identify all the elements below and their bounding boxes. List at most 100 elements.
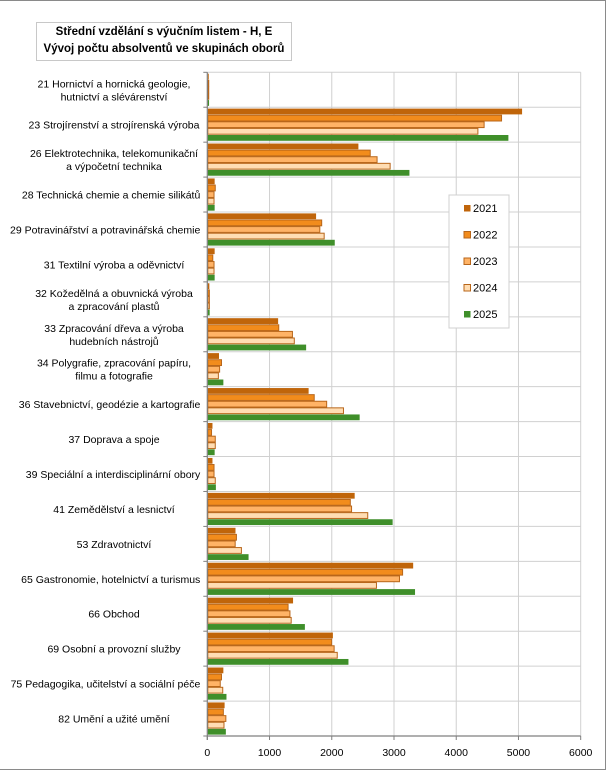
bar-2022: 2022: 460 — [207, 533, 237, 541]
category-label: 37 Doprava a spoje — [68, 434, 159, 446]
category-label: 29 Potravinářství a potravinářská chemie — [10, 224, 200, 236]
bar-2023: 2023: 440 — [207, 540, 236, 548]
bar-2023: 2023: 1320 — [207, 610, 291, 618]
bar-2023: 2023: 1360 — [207, 330, 293, 338]
category-label: 69 Osobní a provozní služby — [47, 644, 181, 656]
legend-label-2022: 2022 — [473, 230, 497, 242]
x-tick-label: 2000 — [320, 747, 344, 759]
category-label: 65 Gastronomie, hotelnictví a turismus — [21, 574, 200, 586]
bar-2023: 2023: 190 — [207, 365, 221, 373]
x-tick-label: 5000 — [507, 747, 531, 759]
bar-2025: 2025: 250 — [207, 379, 224, 386]
bar-2022: 2022: 60 — [207, 429, 213, 436]
category-label: 21 Hornictví a hornická geologie, — [38, 78, 191, 90]
category-label: 66 Obchod — [88, 609, 140, 621]
legend-label-2021: 2021 — [473, 203, 497, 215]
bar-2024: 2024: 120 — [207, 477, 216, 485]
bar-2023: 2023: 120 — [207, 435, 216, 443]
bar-2025: 2025: 3240 — [207, 169, 410, 176]
legend-swatch-2022 — [463, 231, 471, 239]
category-label: filmu a fotografie — [75, 371, 153, 383]
chart-title: Střední vzdělání s výučním listem - H, E — [55, 26, 273, 38]
bar-2021: 2021: 1370 — [207, 597, 294, 604]
bar-2024: 2024: 100 — [207, 267, 215, 275]
category-label: 31 Textilní výroba a oděvnictví — [44, 259, 185, 271]
bar-2023: 2023: 100 — [207, 191, 215, 198]
bar-2023: 2023: 2720 — [207, 156, 378, 164]
bar-2022: 2022: 1710 — [207, 394, 315, 401]
bar-2024: 2024: 1870 — [207, 232, 325, 240]
axes — [203, 71, 582, 740]
bar-2025: 2025: 2260 — [207, 658, 349, 665]
category-label: 33 Zpracování dřeva a výroba — [44, 323, 184, 335]
legend-swatch-2023 — [463, 257, 471, 265]
category-label: 23 Strojírenství a strojírenská výroba — [29, 120, 200, 132]
x-tick-labels: 0 1000 2000 3000 4000 5000 6000 — [204, 747, 592, 759]
bar-2022: 2022: 1290 — [207, 603, 289, 611]
bar-2022: 2022: 15 — [207, 79, 210, 87]
category-label: a zpracování plastů — [68, 301, 159, 313]
bar-2021: 2021: 75 — [207, 422, 213, 429]
bar-2023: 2023: 25 — [207, 295, 210, 303]
bars: 2021: 152022: 152023: 152024: 152025: 20… — [207, 73, 523, 735]
bar-2022: 2022: 1990 — [207, 638, 333, 646]
bar-2023: 2023: 4440 — [207, 121, 485, 129]
bar-2025: 2025: 110 — [207, 449, 215, 456]
category-label: 41 Zemědělství a lesnictví — [53, 504, 174, 516]
bar-2024: 2024: 15 — [207, 92, 210, 100]
bar-2022: 2022: 250 — [207, 708, 224, 716]
category-labels: 21 Hornictví a hornická geologie,hutnict… — [10, 78, 201, 725]
legend-label-2024: 2024 — [473, 283, 497, 295]
x-tick-label: 4000 — [445, 747, 469, 759]
bar-2021: 2021: 1620 — [207, 388, 309, 394]
bar-2022: 2022: 1830 — [207, 219, 323, 227]
bar-2024: 2024: 260 — [207, 721, 225, 729]
bar-2021: 2021: 250 — [207, 667, 224, 674]
bar-2025: 2025: 300 — [207, 693, 227, 700]
bar-2023: 2023: 290 — [207, 715, 227, 722]
bar-2024: 2024: 2930 — [207, 162, 391, 170]
bar-2021: 2021: 15 — [207, 73, 209, 80]
bar-2021: 2021: 25 — [207, 283, 210, 290]
bar-2025: 2025: 290 — [207, 728, 226, 735]
bar-2025: 2025: 130 — [207, 484, 216, 491]
bar-2025: 2025: 3330 — [207, 589, 416, 595]
bar-2021: 2021: 445 — [207, 527, 236, 534]
legend-swatch-2021 — [464, 205, 471, 212]
bar-2022: 2022: 2610 — [207, 149, 371, 157]
bar-2022: 2022: 80 — [207, 254, 214, 262]
bar-2025: 2025: 110 — [207, 274, 215, 281]
bar-2022: 2022: 220 — [207, 359, 222, 367]
bar-2021: 2021: 180 — [207, 353, 220, 359]
bar-2024: 2024: 120 — [207, 442, 216, 450]
category-label: 53 Zdravotnictví — [77, 539, 152, 551]
category-label: hutnictví a slévárenství — [61, 91, 168, 103]
bar-2021: 2021: 1740 — [207, 213, 317, 220]
x-tick-label: 6000 — [569, 747, 593, 759]
bar-2025: 2025: 1580 — [207, 344, 307, 351]
x-tick-label: 1000 — [258, 747, 282, 759]
bar-2023: 2023: 2310 — [207, 505, 353, 513]
legend-label-2023: 2023 — [473, 256, 497, 268]
category-label: 32 Kožedělná a obuvnická výroba — [35, 288, 193, 300]
bar-2025: 2025: 4830 — [207, 134, 509, 141]
bar-2025: 2025: 110 — [207, 204, 215, 211]
bar-2024: 2024: 2080 — [207, 651, 338, 659]
bar-2024: 2024: 25 — [207, 302, 210, 310]
bar-2025: 2025: 2040 — [207, 239, 335, 246]
bar-2025: 2025: 2970 — [207, 519, 393, 526]
category-label: 82 Umění a užité umění — [58, 714, 170, 726]
bar-2024: 2024: 100 — [207, 197, 215, 205]
category-label: 28 Technická chemie a chemie silikátů — [22, 190, 201, 202]
category-label: 75 Pedagogika, učitelství a sociální péč… — [11, 679, 201, 691]
category-label: 39 Speciální a interdisciplinární obory — [26, 469, 201, 481]
bar-2021: 2021: 2010 — [207, 632, 333, 639]
bar-2022: 2022: 3130 — [207, 568, 404, 576]
bar-2024: 2024: 540 — [207, 547, 242, 554]
bar-2024: 2024: 1390 — [207, 337, 295, 345]
bar-2021: 2021: 270 — [207, 702, 225, 709]
bar-2025: 2025: 20 — [207, 100, 210, 106]
bar-2022: 2022: 100 — [207, 464, 215, 471]
